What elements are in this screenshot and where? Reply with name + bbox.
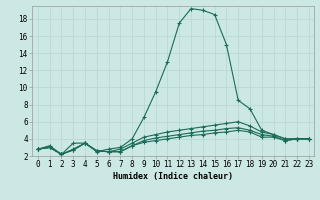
X-axis label: Humidex (Indice chaleur): Humidex (Indice chaleur) bbox=[113, 172, 233, 181]
